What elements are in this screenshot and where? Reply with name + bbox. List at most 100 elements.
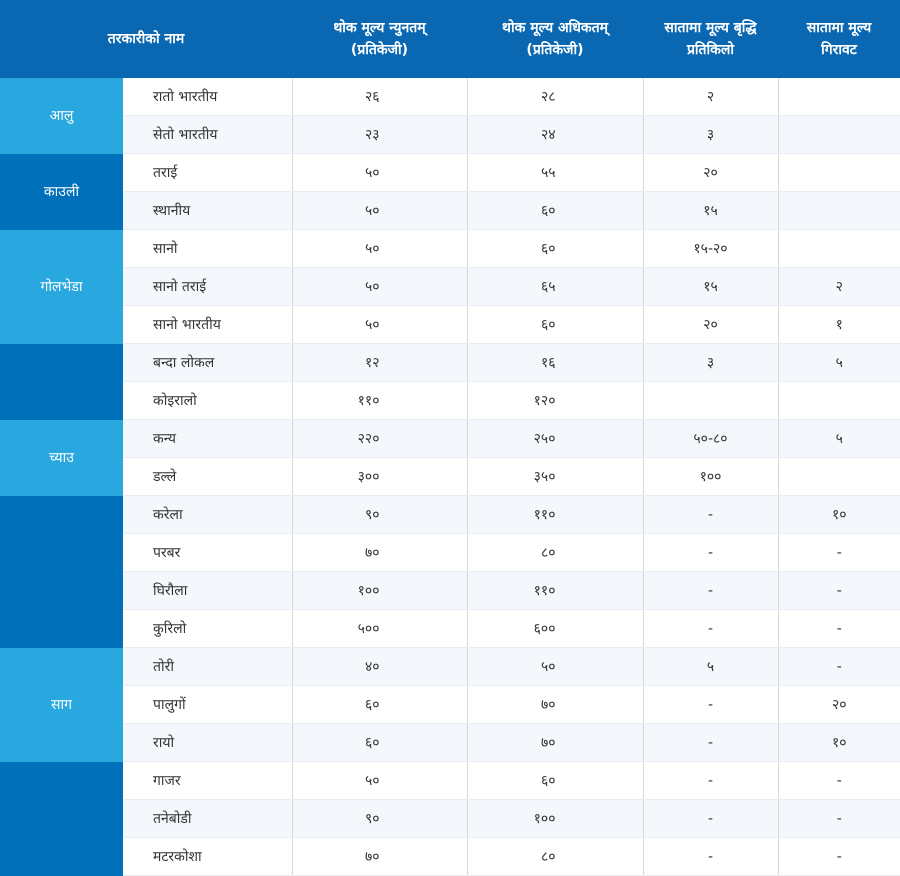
table-cell: -	[778, 571, 900, 610]
table-cell: ६०	[467, 191, 644, 230]
table-cell: सानो	[123, 229, 293, 268]
table-row: आलु रातो भारतीय २६ २८ २	[0, 78, 900, 154]
table-cell: १००	[292, 571, 468, 610]
table-cell: २०	[643, 305, 779, 344]
table-cell: १५-२०	[643, 229, 779, 268]
table-cell: २	[778, 267, 900, 306]
table-cell: तराई	[123, 153, 293, 192]
table-cell: -	[643, 685, 779, 724]
table-cell: ११०	[467, 495, 644, 534]
table-row: स्थानीय ५० ६० १५	[0, 191, 900, 230]
group-cell: आलु	[0, 78, 123, 154]
table-cell: ५०	[292, 305, 468, 344]
table-cell: १००	[643, 457, 779, 496]
table-cell	[778, 457, 900, 496]
column-header: तरकारीको नाम	[0, 0, 292, 78]
column-header: थोक मूल्य अधिकतम् (प्रतिकेजी)	[467, 0, 643, 78]
table-row: मटरकोशा ७० ८०- -	[0, 837, 900, 876]
table-row: साग तोरी ४० ५० ५-	[0, 647, 900, 762]
header-line: गिरावट	[821, 42, 857, 58]
table-cell: ६०	[467, 761, 644, 800]
table-cell: ५००	[292, 609, 468, 648]
table-cell: ७०	[467, 685, 644, 724]
table-cell: ५	[643, 647, 779, 686]
table-cell: १०	[778, 495, 900, 534]
table-cell: ५	[778, 419, 900, 458]
table-cell: -	[778, 647, 900, 686]
group-cell	[0, 343, 123, 420]
table-cell: घिरौला	[123, 571, 293, 610]
table-cell: ३५०	[467, 457, 644, 496]
table-cell: कन्य	[123, 419, 293, 458]
table-cell	[778, 381, 900, 420]
table-cell: ५०	[292, 191, 468, 230]
table-cell: १५	[643, 191, 779, 230]
table-cell: ३	[643, 115, 779, 154]
table-cell: सानो तराई	[123, 267, 293, 306]
header-line: सातामा मूल्य बृद्धि	[664, 20, 757, 36]
table-cell: २८	[467, 78, 644, 116]
table-cell: ६०	[292, 685, 468, 724]
table-row: रायो ६० ७०-१०	[0, 723, 900, 762]
table-cell: करेला	[123, 495, 293, 534]
table-cell: -	[643, 799, 779, 838]
table-cell	[778, 191, 900, 230]
table-cell: ५५	[467, 153, 644, 192]
table-cell: ८०	[467, 533, 644, 572]
table-cell: २३	[292, 115, 468, 154]
table-cell: तनेबोडी	[123, 799, 293, 838]
header-line: थोक मूल्य अधिकतम्	[502, 20, 608, 36]
table-cell: तोरी	[123, 647, 293, 686]
header-line: प्रतिकिलो	[686, 42, 735, 58]
group-cell: च्याउ	[0, 419, 123, 496]
table-cell: २०	[778, 685, 900, 724]
table-cell: -	[643, 609, 779, 648]
table-cell: बन्दा लोकल	[123, 343, 293, 382]
table-cell: -	[643, 723, 779, 762]
header-line: थोक मूल्य न्युनतम्	[333, 20, 426, 36]
table-row: डल्ले ३०० ३५० १००	[0, 457, 900, 496]
table-cell: १२०	[467, 381, 644, 420]
table-cell: १५	[643, 267, 779, 306]
table-cell: रातो भारतीय	[123, 78, 293, 116]
group-cell	[0, 495, 123, 648]
table-cell: ५	[778, 343, 900, 382]
table-cell: ८०	[467, 837, 644, 876]
column-header: सातामा मूल्य बृद्धि प्रतिकिलो	[643, 0, 778, 78]
table-cell: -	[778, 799, 900, 838]
table-cell: २२०	[292, 419, 468, 458]
table-cell: स्थानीय	[123, 191, 293, 230]
table-cell: सानो भारतीय	[123, 305, 293, 344]
table-cell: -	[778, 761, 900, 800]
table-cell: ५०-८०	[643, 419, 779, 458]
group-cell: काउली	[0, 153, 123, 230]
table-cell: २६	[292, 78, 468, 116]
table-cell: -	[643, 495, 779, 534]
table-cell: ३००	[292, 457, 468, 496]
table-cell: डल्ले	[123, 457, 293, 496]
table-cell: २०	[643, 153, 779, 192]
table-cell: ५०	[292, 267, 468, 306]
table-cell	[778, 115, 900, 154]
table-cell: ६०	[467, 229, 644, 268]
table-cell: कोइरालो	[123, 381, 293, 420]
table-cell: ७०	[292, 837, 468, 876]
table-cell: ९०	[292, 799, 468, 838]
header-line: (प्रतिकेजी)	[350, 42, 409, 58]
table-cell: ६००	[467, 609, 644, 648]
table-cell: -	[778, 533, 900, 572]
table-cell: पालुगों	[123, 685, 293, 724]
table-cell: २४	[467, 115, 644, 154]
group-cell	[0, 761, 123, 876]
group-cell: साग	[0, 647, 123, 762]
header-line: तरकारीको नाम	[107, 31, 185, 47]
table-cell: -	[643, 571, 779, 610]
table-cell	[643, 381, 779, 420]
table-cell: १	[778, 305, 900, 344]
table-cell: सेतो भारतीय	[123, 115, 293, 154]
group-cell: गोलभेडा	[0, 229, 123, 344]
table-cell: ५०	[292, 153, 468, 192]
table-row: च्याउ कन्य २२० २५० ५०-८० ५	[0, 419, 900, 496]
